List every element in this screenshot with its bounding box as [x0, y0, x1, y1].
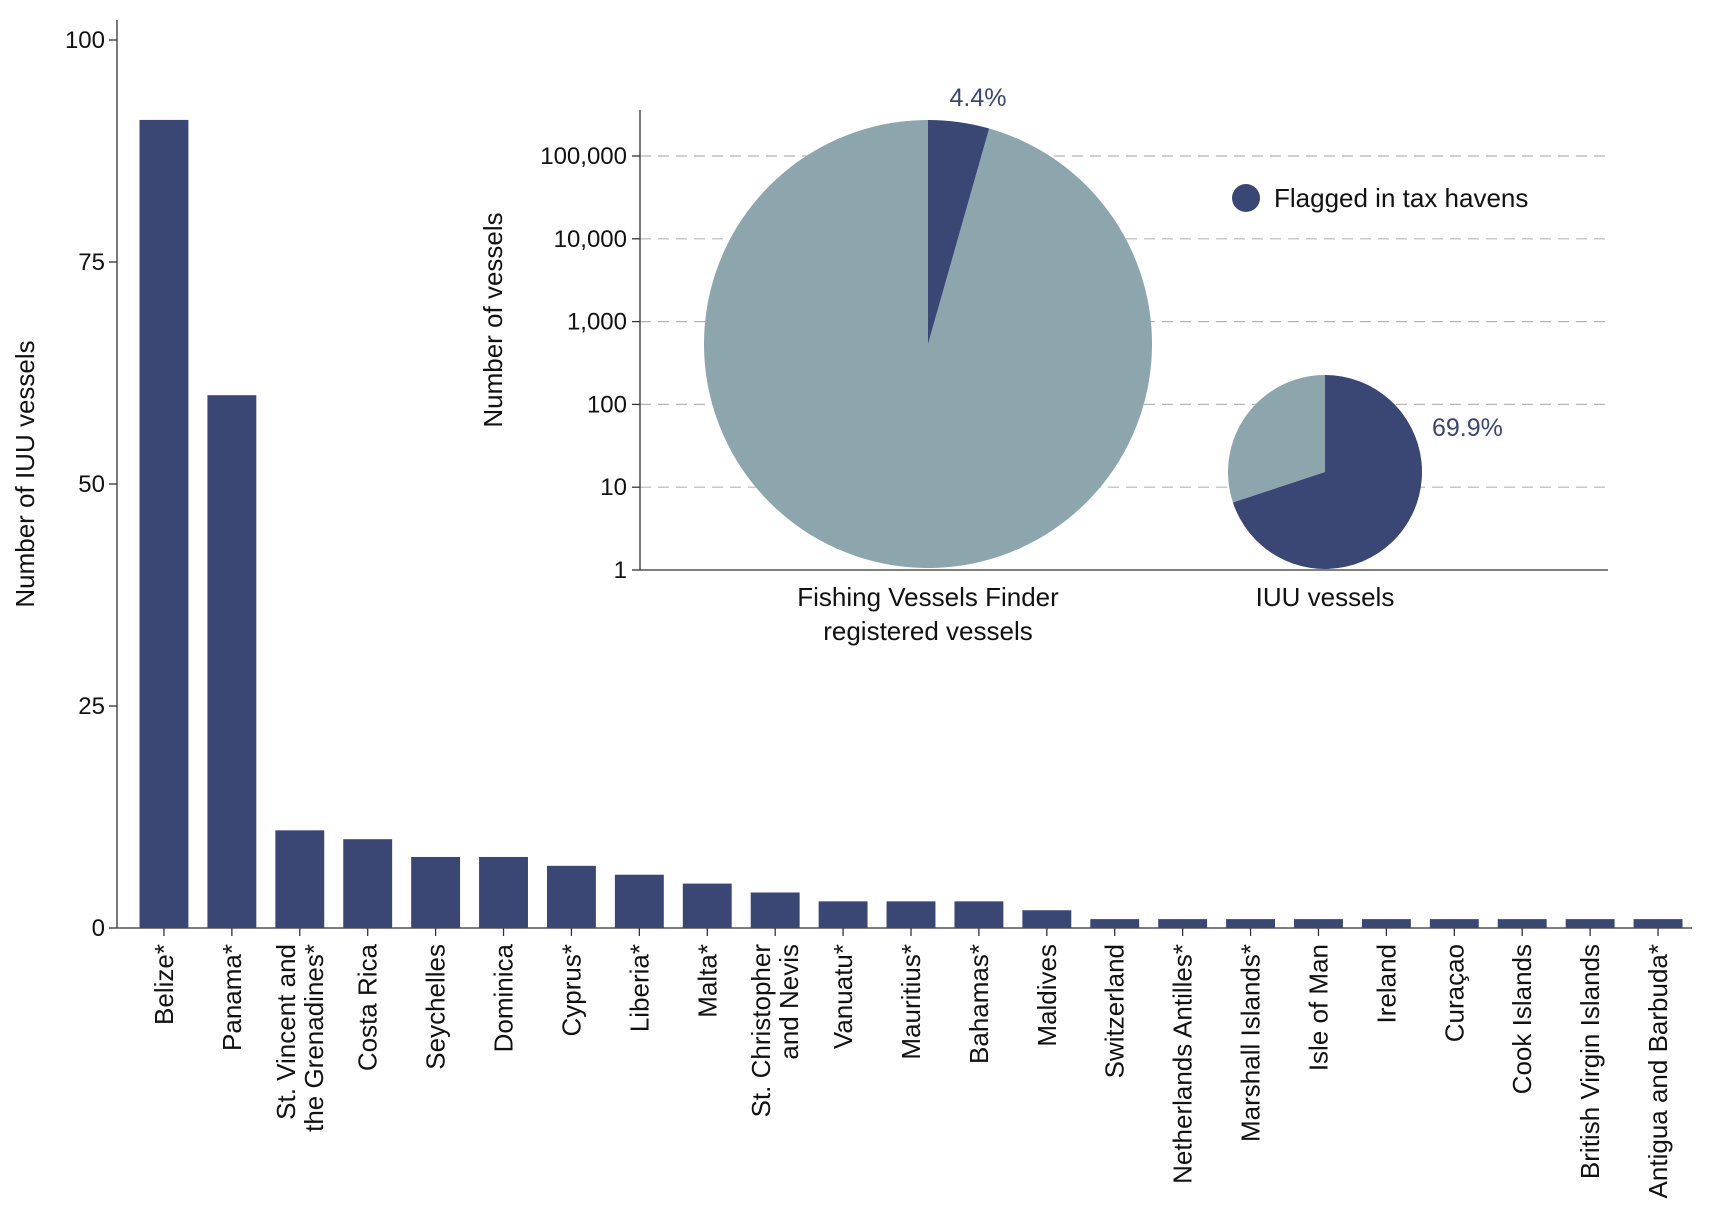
inset-y-tick-label: 1: [614, 557, 627, 584]
bar-y-tick-label: 50: [78, 471, 105, 498]
bar-y-tick-label: 100: [65, 27, 105, 54]
pie-0-flagged-slice: [928, 120, 990, 344]
inset-y-tick-label: 10: [600, 474, 627, 501]
bar-category-label: Bahamas*: [964, 944, 994, 1064]
legend-marker: [1232, 184, 1260, 212]
bar-7: [614, 874, 664, 928]
bar-category-label: Belize*: [149, 944, 179, 1025]
bar-4: [411, 856, 461, 928]
bar-y-tick-label: 0: [92, 915, 105, 942]
bar-8: [682, 883, 732, 928]
inset-y-tick-label: 100,000: [540, 143, 627, 170]
bar-category-label: Netherlands Antilles*: [1168, 944, 1198, 1184]
bar-category-label: Panama*: [217, 944, 247, 1051]
bar-6: [546, 865, 596, 928]
pie-0-share-label: 4.4%: [950, 84, 1007, 112]
bar-15: [1158, 919, 1208, 928]
bar-category-label: St. Vincent and: [271, 944, 301, 1120]
pie-inset-chart: 1 10 100 1,000 10,000 100,000 Number of vessel…: [478, 84, 1608, 646]
bar-19: [1429, 919, 1479, 928]
bar-y-axis-title: Number of IUU vessels: [10, 340, 40, 607]
inset-y-tick-label: 1,000: [567, 309, 627, 336]
bar-category-label: Vanuatu*: [828, 944, 858, 1049]
bar-2: [275, 830, 325, 928]
bar-category-label: Antigua and Barbuda*: [1643, 944, 1673, 1198]
bar-category-label: Malta*: [692, 944, 722, 1018]
bar-category-label: Marshall Islands*: [1236, 944, 1266, 1142]
bar-category-label: Costa Rica: [353, 943, 383, 1071]
bar-22: [1633, 919, 1683, 928]
bar-10: [818, 901, 868, 928]
bar-17: [1294, 919, 1343, 928]
bar-y-tick-label: 75: [78, 249, 105, 276]
pie-1-other-slice: [1227, 374, 1325, 503]
inset-y-tick-label: 10,000: [554, 226, 627, 253]
pie-1-category-label: IUU vessels: [1256, 582, 1395, 612]
bar-category-label: Dominica: [489, 943, 519, 1052]
bar-category-label: British Virgin Islands: [1575, 944, 1605, 1179]
bar-chart: 0 25 50 75 100 Number of IUU vessels Belize* Pa…: [10, 20, 1692, 1198]
pie-0-category-label: Fishing Vessels Finder: [797, 582, 1059, 612]
bar-category-label: Seychelles: [421, 944, 451, 1070]
bar-category-label: Curaçao: [1439, 944, 1469, 1042]
bar-category-label: Ireland: [1371, 944, 1401, 1024]
bar-18: [1361, 919, 1411, 928]
bar-category-label: and Nevis: [774, 944, 804, 1060]
inset-y-axis-title: Number of vessels: [478, 212, 508, 427]
bar-16: [1226, 919, 1276, 928]
bar-category-label: Cook Islands: [1507, 944, 1537, 1094]
bar-category-label: Switzerland: [1100, 944, 1130, 1078]
bar-20: [1497, 919, 1547, 928]
inset-y-tick-label: 100: [587, 391, 627, 418]
bar-y-tick-label: 25: [78, 693, 105, 720]
bar-9: [750, 892, 800, 928]
bar-13: [1022, 910, 1072, 928]
pie-0-category-label: registered vessels: [823, 616, 1033, 646]
bar-11: [886, 901, 936, 928]
bar-category-label: Liberia*: [624, 944, 654, 1032]
bar-1: [207, 395, 257, 928]
bar-0: [139, 119, 189, 929]
bar-category-label: Mauritius*: [896, 944, 926, 1060]
bar-category-label: Maldives: [1032, 944, 1062, 1047]
bar-5: [479, 856, 528, 928]
legend-label: Flagged in tax havens: [1274, 183, 1528, 213]
bar-category-label: St. Christopher: [746, 944, 776, 1118]
pie-1-share-label: 69.9%: [1432, 414, 1503, 442]
bar-14: [1090, 919, 1140, 928]
pie-1-flagged-slice: [1232, 374, 1422, 569]
bar-21: [1565, 919, 1615, 928]
bar-category-label: Cyprus*: [556, 944, 586, 1036]
bar-3: [343, 839, 393, 928]
bar-category-label: the Grenadines*: [299, 944, 329, 1132]
bar-category-label: Isle of Man: [1303, 944, 1333, 1071]
bar-12: [954, 901, 1004, 928]
